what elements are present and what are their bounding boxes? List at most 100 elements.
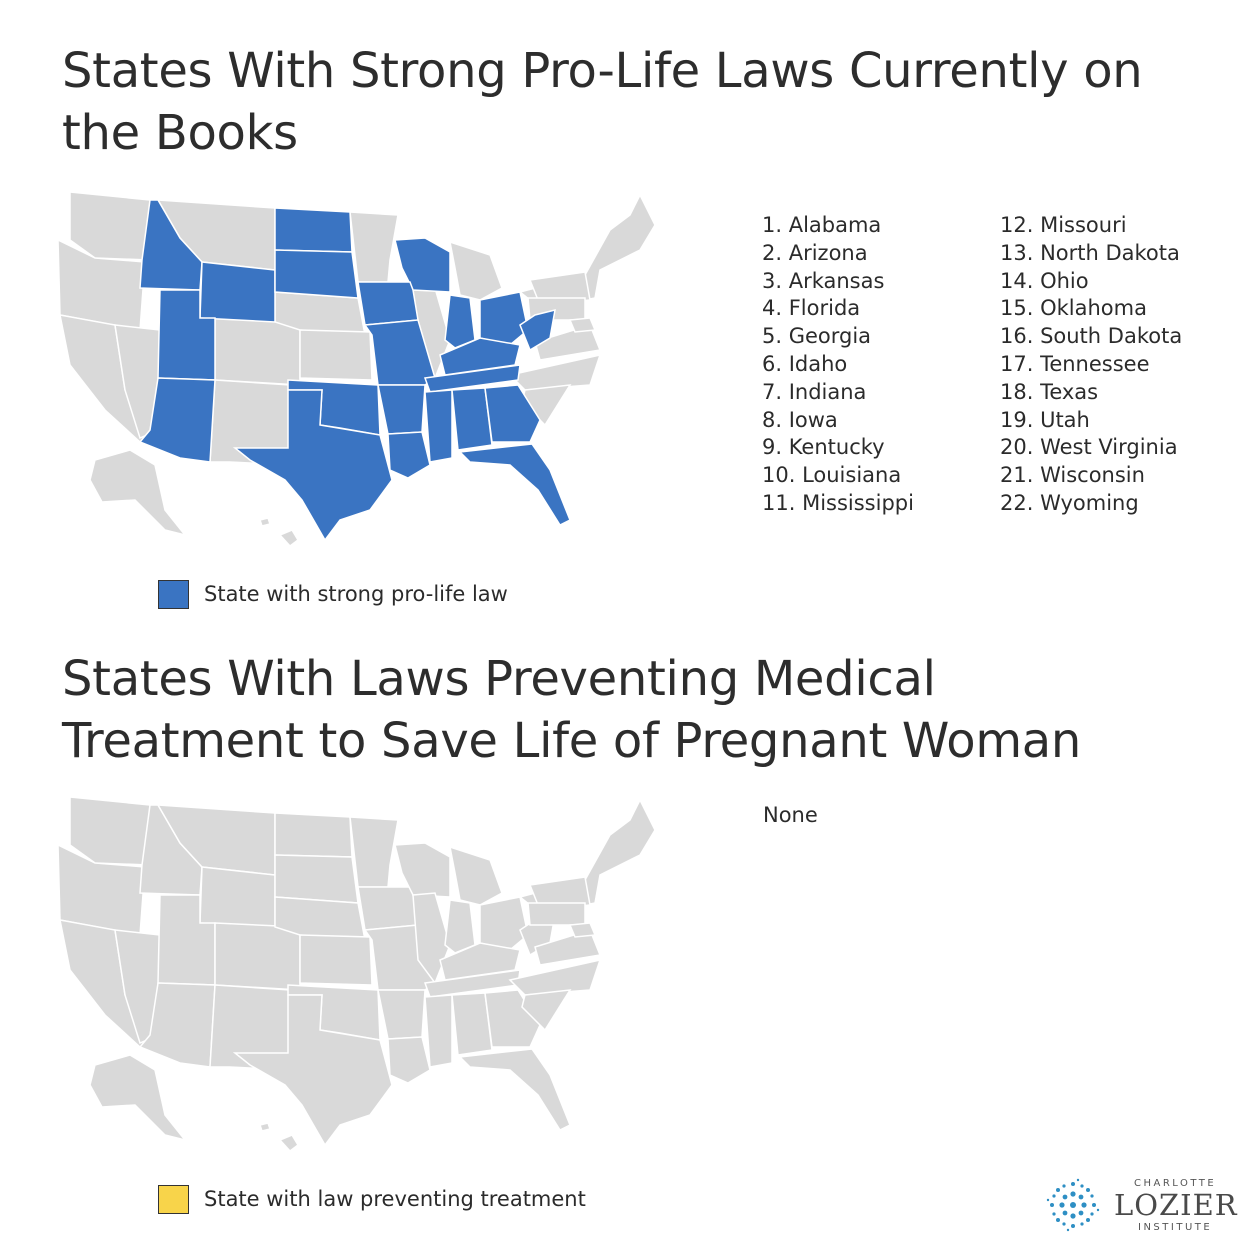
list-item: 16. South Dakota: [1000, 324, 1183, 349]
charlotte-lozier-logo: CHARLOTTE LOZIER INSTITUTE: [1044, 1174, 1237, 1234]
list-item: 21. Wisconsin: [1000, 463, 1145, 488]
list-item: 11. Mississippi: [762, 490, 914, 515]
state-kentucky: [439, 337, 521, 376]
legend-swatch-yellow: [158, 1184, 189, 1214]
state-louisiana: [387, 431, 431, 479]
state-mississippi: [424, 389, 453, 463]
base-states: [57, 796, 656, 1153]
state-wisconsin: [394, 842, 451, 898]
state-north-dakota: [274, 207, 353, 253]
state-west-virginia: [519, 308, 556, 352]
list-item: 8. Iowa: [762, 407, 838, 432]
state-hawaii-2: [259, 517, 271, 527]
state-south-dakota: [274, 854, 359, 904]
state-arkansas: [377, 989, 426, 1040]
state-south-carolina: [521, 989, 572, 1032]
state-tennessee: [423, 364, 521, 393]
state-alabama: [451, 992, 493, 1056]
state-washington: [69, 191, 151, 261]
state-maryland: [568, 317, 597, 333]
list-item: 10. Louisiana: [762, 463, 902, 488]
none-label: None: [763, 803, 818, 827]
logo-text-name: LOZIER: [1114, 1188, 1238, 1222]
state-north-dakota: [274, 812, 353, 858]
state-north-carolina: [508, 958, 602, 996]
state-michigan: [449, 240, 503, 301]
logo-text-top: CHARLOTTE: [1134, 1178, 1217, 1189]
state-alaska: [89, 1054, 187, 1142]
state-washington: [69, 796, 151, 866]
state-hawaii: [278, 529, 299, 548]
state-minnesota: [349, 816, 399, 888]
list-item: 3. Arkansas: [762, 268, 885, 293]
starburst-icon: [1046, 1178, 1100, 1232]
state-mississippi: [424, 994, 453, 1068]
legend-label: State with strong pro-life law: [204, 582, 508, 606]
state-ohio: [479, 896, 529, 951]
state-iowa: [357, 281, 419, 326]
state-hawaii: [278, 1134, 299, 1153]
state-colorado: [214, 922, 301, 991]
state-texas: [232, 389, 393, 542]
list-item: 2. Arizona: [762, 240, 868, 265]
state-colorado: [214, 317, 301, 386]
state-alaska: [89, 449, 187, 537]
state-ohio: [479, 291, 529, 346]
state-georgia: [484, 384, 541, 443]
state-new-york: [528, 271, 591, 306]
legend-label: State with law preventing treatment: [204, 1187, 586, 1211]
state-wisconsin: [394, 237, 451, 293]
list-item: 5. Georgia: [762, 324, 872, 349]
list-item: 1. Alabama: [762, 213, 882, 237]
legend-preventing-treatment: State with law preventing treatment: [158, 1184, 586, 1214]
state-arkansas: [377, 384, 426, 435]
legend-pro-life: State with strong pro-life law: [158, 579, 508, 609]
base-states: [57, 191, 656, 548]
state-wyoming: [199, 261, 276, 323]
state-indiana: [444, 294, 476, 349]
legend-swatch-blue: [158, 579, 189, 609]
us-map-pro-life: [57, 191, 656, 548]
list-item: 19. Utah: [1000, 407, 1090, 432]
state-hawaii-2: [259, 1122, 271, 1132]
state-alabama: [451, 387, 493, 451]
list-item: 6. Idaho: [762, 351, 848, 376]
state-oregon: [57, 238, 146, 331]
state-texas: [232, 994, 393, 1147]
list-item: 20. West Virginia: [1000, 435, 1178, 460]
list-item: 22. Wyoming: [1000, 490, 1139, 515]
state-virginia: [534, 929, 602, 966]
state-maryland: [568, 922, 597, 938]
state-list: 1. Alabama 2. Arizona 3. Arkansas 4. Flo…: [762, 212, 1200, 518]
state-pennsylvania: [527, 902, 586, 926]
list-item: 13. North Dakota: [1000, 240, 1180, 265]
list-item: 12. Missouri: [1000, 213, 1127, 237]
state-south-dakota: [274, 249, 359, 299]
state-indiana: [444, 899, 476, 954]
state-wyoming: [199, 866, 276, 928]
highlighted-states: [138, 199, 571, 542]
state-minnesota: [349, 211, 399, 283]
logo-text-bottom: INSTITUTE: [1138, 1222, 1213, 1233]
map-title-preventing-treatment: States With Laws Preventing Medical Trea…: [62, 651, 1082, 769]
state-kansas: [299, 934, 373, 986]
state-iowa: [357, 886, 419, 931]
list-item: 7. Indiana: [762, 379, 867, 404]
list-item: 15. Oklahoma: [1000, 296, 1147, 321]
us-map-preventing-treatment: [57, 796, 656, 1153]
state-florida: [458, 443, 571, 526]
state-virginia: [534, 324, 602, 361]
state-kansas: [299, 329, 373, 381]
state-louisiana: [387, 1036, 431, 1084]
list-item: 18. Texas: [1000, 379, 1099, 404]
state-arizona: [138, 377, 216, 463]
list-item: 17. Tennessee: [1000, 351, 1150, 376]
state-oregon: [57, 843, 146, 936]
state-florida: [458, 1048, 571, 1131]
state-new-york: [528, 876, 591, 911]
list-item: 14. Ohio: [1000, 268, 1089, 293]
state-north-carolina: [508, 353, 602, 391]
state-kentucky: [439, 942, 521, 981]
list-item: 4. Florida: [762, 296, 861, 321]
state-michigan: [449, 845, 503, 906]
